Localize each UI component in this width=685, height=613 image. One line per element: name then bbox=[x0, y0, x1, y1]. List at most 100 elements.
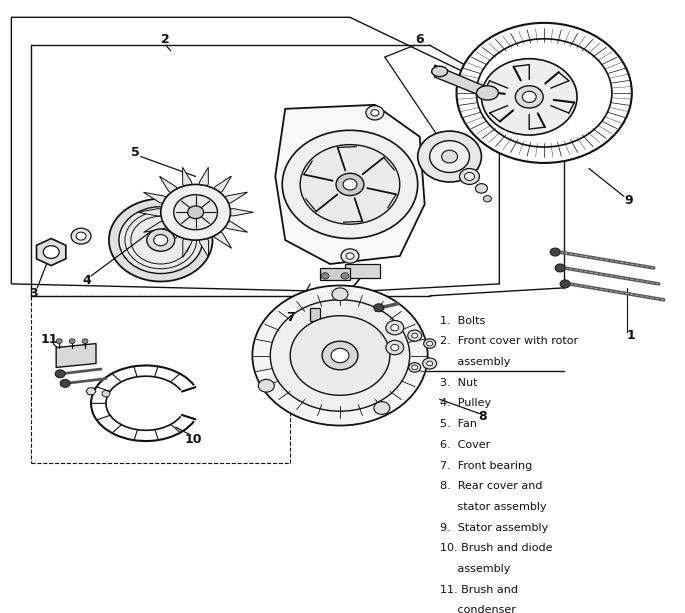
Circle shape bbox=[71, 228, 91, 244]
Circle shape bbox=[188, 206, 203, 219]
Circle shape bbox=[412, 333, 418, 338]
Circle shape bbox=[477, 39, 612, 147]
Text: 11: 11 bbox=[40, 333, 58, 346]
Text: assembly: assembly bbox=[440, 357, 510, 367]
Circle shape bbox=[56, 339, 62, 343]
Circle shape bbox=[515, 86, 543, 108]
Circle shape bbox=[482, 59, 577, 135]
Circle shape bbox=[386, 321, 403, 335]
Polygon shape bbox=[138, 208, 171, 216]
Polygon shape bbox=[434, 65, 488, 99]
Circle shape bbox=[69, 339, 75, 343]
Text: 11. Brush and: 11. Brush and bbox=[440, 585, 518, 595]
Polygon shape bbox=[345, 264, 380, 278]
Circle shape bbox=[391, 345, 399, 351]
Ellipse shape bbox=[477, 86, 499, 100]
Circle shape bbox=[252, 286, 427, 425]
Polygon shape bbox=[12, 17, 499, 292]
Text: 10. Brush and diode: 10. Brush and diode bbox=[440, 543, 552, 554]
Circle shape bbox=[331, 348, 349, 363]
Text: 6.  Cover: 6. Cover bbox=[440, 440, 490, 450]
Text: 3.  Nut: 3. Nut bbox=[440, 378, 477, 388]
Circle shape bbox=[131, 216, 190, 264]
Polygon shape bbox=[216, 192, 247, 206]
Circle shape bbox=[82, 339, 88, 343]
Text: 2: 2 bbox=[162, 33, 170, 46]
Text: 6: 6 bbox=[415, 33, 424, 46]
Circle shape bbox=[418, 131, 482, 182]
Circle shape bbox=[423, 358, 436, 369]
Ellipse shape bbox=[432, 66, 447, 77]
Polygon shape bbox=[36, 238, 66, 265]
Circle shape bbox=[423, 339, 436, 348]
Circle shape bbox=[366, 105, 384, 120]
Text: 8: 8 bbox=[478, 410, 487, 424]
Circle shape bbox=[300, 145, 400, 224]
Text: 7.  Front bearing: 7. Front bearing bbox=[440, 460, 532, 471]
Polygon shape bbox=[144, 219, 175, 232]
Polygon shape bbox=[275, 105, 425, 264]
Text: 7: 7 bbox=[286, 311, 295, 324]
Circle shape bbox=[332, 288, 348, 300]
Circle shape bbox=[147, 229, 175, 251]
Circle shape bbox=[258, 379, 274, 392]
Polygon shape bbox=[320, 268, 350, 280]
Circle shape bbox=[341, 273, 349, 279]
Text: 9.  Stator assembly: 9. Stator assembly bbox=[440, 523, 548, 533]
Circle shape bbox=[322, 341, 358, 370]
Text: stator assembly: stator assembly bbox=[440, 502, 546, 512]
Circle shape bbox=[282, 131, 418, 238]
Polygon shape bbox=[160, 226, 183, 248]
Polygon shape bbox=[198, 167, 208, 194]
Circle shape bbox=[374, 304, 384, 312]
Circle shape bbox=[341, 249, 359, 263]
Polygon shape bbox=[86, 388, 96, 395]
Circle shape bbox=[109, 199, 212, 281]
Text: 1: 1 bbox=[627, 329, 635, 342]
Circle shape bbox=[560, 280, 570, 288]
Circle shape bbox=[522, 91, 536, 102]
Text: 5.  Fan: 5. Fan bbox=[440, 419, 477, 429]
Circle shape bbox=[290, 316, 390, 395]
Circle shape bbox=[555, 264, 565, 272]
Text: 5: 5 bbox=[132, 146, 140, 159]
Circle shape bbox=[371, 110, 379, 116]
Circle shape bbox=[460, 169, 480, 185]
Circle shape bbox=[550, 248, 560, 256]
Text: assembly: assembly bbox=[440, 564, 510, 574]
Circle shape bbox=[161, 185, 230, 240]
Circle shape bbox=[427, 361, 433, 366]
Circle shape bbox=[412, 365, 418, 370]
Circle shape bbox=[346, 253, 354, 259]
Polygon shape bbox=[198, 231, 208, 257]
Circle shape bbox=[153, 235, 168, 246]
Circle shape bbox=[391, 324, 399, 331]
Text: 8.  Rear cover and: 8. Rear cover and bbox=[440, 481, 542, 491]
Circle shape bbox=[427, 341, 433, 346]
Text: 9: 9 bbox=[625, 194, 633, 207]
Circle shape bbox=[55, 370, 65, 378]
Polygon shape bbox=[209, 226, 232, 248]
Circle shape bbox=[102, 390, 110, 397]
Polygon shape bbox=[143, 192, 175, 206]
Circle shape bbox=[271, 300, 410, 411]
Circle shape bbox=[374, 402, 390, 414]
Circle shape bbox=[174, 195, 218, 230]
Circle shape bbox=[343, 179, 357, 190]
Circle shape bbox=[321, 273, 329, 279]
Polygon shape bbox=[216, 219, 248, 232]
Circle shape bbox=[429, 140, 469, 172]
Circle shape bbox=[464, 172, 475, 180]
Text: 4.  Pulley: 4. Pulley bbox=[440, 398, 490, 408]
Polygon shape bbox=[183, 231, 193, 257]
Polygon shape bbox=[221, 208, 253, 216]
Polygon shape bbox=[160, 177, 182, 199]
Text: 1.  Bolts: 1. Bolts bbox=[440, 316, 485, 326]
Circle shape bbox=[336, 173, 364, 196]
Circle shape bbox=[76, 232, 86, 240]
Polygon shape bbox=[56, 343, 96, 367]
Circle shape bbox=[119, 207, 203, 273]
Circle shape bbox=[475, 184, 488, 193]
Circle shape bbox=[60, 379, 70, 387]
Polygon shape bbox=[208, 176, 232, 198]
